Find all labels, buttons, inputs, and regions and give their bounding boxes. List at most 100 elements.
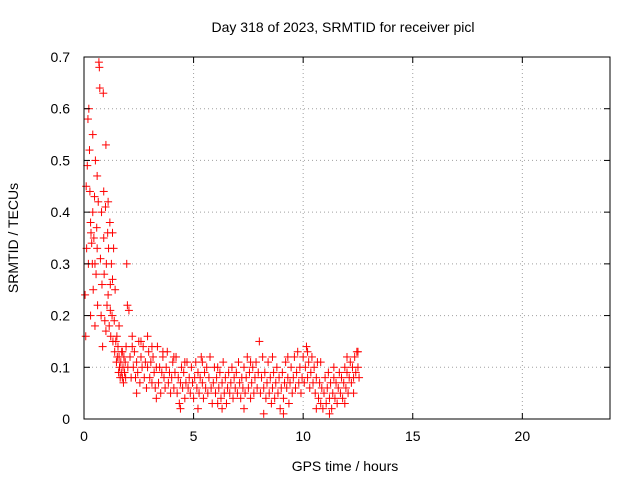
data-point <box>338 394 347 403</box>
data-point <box>151 383 160 392</box>
data-point <box>296 389 305 398</box>
data-point <box>224 368 233 377</box>
data-point <box>218 404 227 413</box>
data-point <box>283 352 292 361</box>
data-point <box>230 373 239 382</box>
data-point <box>105 218 114 227</box>
data-point <box>82 182 91 191</box>
data-point <box>188 378 197 387</box>
data-point <box>215 368 224 377</box>
data-point <box>291 383 300 392</box>
data-point <box>199 394 208 403</box>
data-point <box>81 332 90 341</box>
data-point <box>353 363 362 372</box>
data-point <box>95 63 104 72</box>
data-point <box>242 373 251 382</box>
data-point <box>161 383 170 392</box>
data-point <box>222 399 231 408</box>
data-point <box>324 368 333 377</box>
data-point <box>269 368 278 377</box>
data-point <box>343 368 351 377</box>
axis-ticks: 0 5 10 15 20 0 0.1 0.2 0.3 0.4 0.5 0.6 0.7 <box>51 49 610 444</box>
data-point <box>156 389 165 398</box>
data-point <box>271 378 280 387</box>
data-point <box>164 378 173 387</box>
y-axis-label: SRMTID / TECUs <box>5 183 21 293</box>
data-point <box>195 389 204 398</box>
data-point <box>246 394 255 403</box>
data-point <box>118 347 127 356</box>
data-point <box>177 363 186 372</box>
data-point <box>239 363 248 372</box>
data-point <box>340 363 349 372</box>
data-point <box>299 352 308 361</box>
data-point <box>204 373 213 382</box>
data-point <box>119 378 128 387</box>
data-point <box>136 352 145 361</box>
data-point <box>282 383 291 392</box>
data-point <box>85 187 94 196</box>
data-point <box>97 280 106 289</box>
data-point <box>265 389 274 398</box>
data-point <box>94 197 103 206</box>
data-point <box>235 378 244 387</box>
y-tick-label: 0.5 <box>51 152 71 168</box>
data-point <box>105 321 114 330</box>
data-point <box>108 311 117 320</box>
data-point <box>319 389 328 398</box>
data-point <box>207 383 216 392</box>
data-point <box>150 368 159 377</box>
data-point <box>314 394 323 403</box>
data-point <box>135 378 144 387</box>
plot-frame <box>83 56 611 420</box>
grid-layer <box>84 56 610 419</box>
data-point <box>131 373 140 382</box>
data-point <box>154 378 163 387</box>
data-point <box>268 352 277 361</box>
data-point <box>132 389 141 398</box>
data-point <box>100 270 109 279</box>
data-point <box>90 321 99 330</box>
data-point <box>330 394 339 403</box>
data-point <box>98 342 107 351</box>
data-point <box>108 275 117 284</box>
data-point <box>341 383 350 392</box>
data-point <box>88 208 97 217</box>
data-point <box>310 363 319 372</box>
data-point <box>325 409 334 418</box>
data-point <box>281 358 290 367</box>
data-point <box>321 373 330 382</box>
data-point <box>334 383 343 392</box>
data-point <box>169 383 178 392</box>
data-point <box>260 368 269 377</box>
data-point <box>349 389 358 398</box>
data-point <box>227 363 236 372</box>
data-point <box>247 378 256 387</box>
data-point <box>95 84 104 93</box>
data-point <box>139 342 148 351</box>
data-point <box>184 383 193 392</box>
data-point <box>97 208 106 217</box>
data-point <box>101 202 110 211</box>
y-tick-label: 0.6 <box>51 101 71 117</box>
data-point <box>213 363 222 372</box>
data-point <box>303 347 312 356</box>
data-point <box>333 399 342 408</box>
data-point <box>231 383 240 392</box>
data-point <box>239 404 248 413</box>
data-point <box>144 347 153 356</box>
data-point <box>103 301 112 310</box>
data-point <box>307 352 316 361</box>
x-tick-label: 15 <box>405 428 421 444</box>
data-point <box>300 378 309 387</box>
data-point <box>225 389 234 398</box>
data-point <box>328 389 337 398</box>
data-point <box>244 383 253 392</box>
data-point <box>303 373 312 382</box>
data-point <box>99 89 108 98</box>
y-tick-label: 0.7 <box>51 49 71 65</box>
data-point <box>88 130 97 139</box>
data-point <box>187 363 196 372</box>
data-point <box>83 161 92 170</box>
data-point <box>312 404 321 413</box>
